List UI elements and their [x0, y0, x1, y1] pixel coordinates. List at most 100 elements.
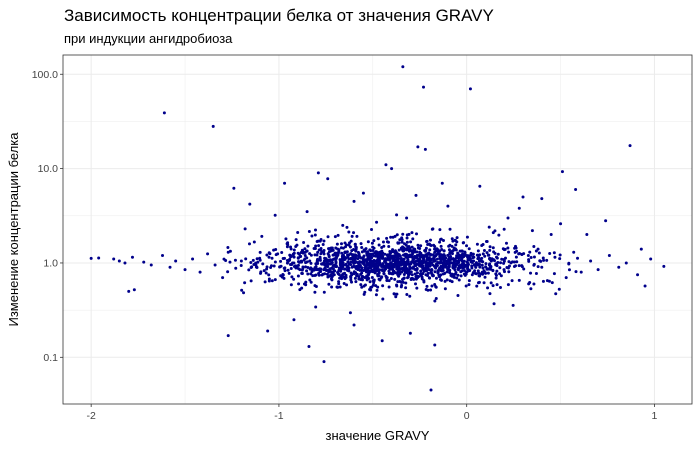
data-point: [317, 248, 321, 252]
data-point: [431, 273, 435, 277]
data-point: [314, 284, 318, 288]
data-point: [270, 279, 274, 283]
data-point: [337, 248, 341, 252]
data-point: [343, 250, 347, 254]
data-point: [384, 274, 388, 278]
data-point: [149, 263, 153, 267]
data-point: [494, 276, 498, 280]
data-point: [375, 264, 379, 268]
data-point: [430, 284, 434, 288]
data-point: [269, 266, 273, 270]
data-point: [382, 271, 386, 275]
data-point: [347, 269, 351, 273]
data-point: [429, 252, 433, 256]
data-point: [262, 269, 266, 273]
data-point: [475, 242, 479, 246]
data-point: [264, 271, 268, 275]
data-point: [374, 268, 378, 272]
data-point: [239, 264, 243, 268]
data-point: [499, 261, 503, 265]
data-point: [424, 246, 428, 250]
data-point: [306, 272, 310, 276]
panel-border: [62, 54, 693, 405]
data-point: [506, 283, 510, 287]
data-point: [351, 260, 355, 264]
data-point: [456, 293, 460, 297]
data-point: [478, 184, 482, 188]
data-point: [574, 188, 578, 192]
data-point: [272, 248, 276, 252]
data-point: [405, 253, 409, 257]
data-point: [399, 280, 403, 284]
data-point: [475, 253, 479, 257]
data-point: [364, 270, 368, 274]
data-point: [337, 268, 341, 272]
data-point: [391, 235, 395, 239]
data-point: [404, 281, 408, 285]
data-point: [297, 267, 301, 271]
data-point: [313, 290, 317, 294]
data-point: [498, 272, 502, 276]
data-point: [255, 257, 259, 261]
data-point: [503, 247, 507, 251]
data-point: [329, 277, 333, 281]
data-point: [387, 285, 391, 289]
data-point: [488, 292, 492, 296]
data-point: [447, 248, 451, 252]
data-point: [463, 250, 467, 254]
data-point: [438, 228, 442, 232]
data-point: [300, 286, 304, 290]
data-point: [464, 284, 468, 288]
data-point: [371, 249, 375, 253]
data-point: [341, 246, 345, 250]
data-point: [469, 253, 473, 257]
data-point: [407, 232, 411, 236]
data-point: [450, 244, 454, 248]
data-point: [365, 264, 369, 268]
data-point: [446, 204, 450, 208]
data-point: [465, 260, 469, 264]
data-point: [357, 275, 361, 279]
x-tick-label: 0: [464, 410, 470, 422]
data-point: [443, 287, 447, 291]
data-point: [168, 265, 172, 269]
data-point: [296, 256, 300, 260]
data-point: [279, 264, 283, 268]
data-point: [347, 266, 351, 270]
data-point: [309, 253, 313, 257]
data-point: [393, 277, 397, 281]
data-point: [267, 255, 271, 259]
data-point: [529, 255, 533, 259]
data-point: [419, 244, 423, 248]
data-point: [489, 258, 493, 262]
data-point: [330, 270, 334, 274]
data-point: [434, 248, 438, 252]
data-point: [242, 291, 246, 295]
data-point: [414, 282, 417, 286]
chart-subtitle: при индукции ангидробиоза: [64, 31, 233, 46]
data-point: [514, 244, 517, 248]
data-point: [342, 275, 346, 279]
data-point: [422, 279, 426, 283]
panel-background: [63, 55, 692, 404]
data-point: [576, 256, 580, 260]
data-point: [388, 262, 392, 266]
data-point: [450, 237, 454, 241]
data-point: [425, 252, 429, 256]
data-point: [532, 262, 536, 266]
data-point: [476, 281, 480, 285]
data-point: [312, 247, 316, 251]
data-point: [414, 275, 418, 279]
data-point: [452, 266, 456, 270]
data-point: [457, 255, 461, 259]
data-point: [438, 240, 442, 244]
data-point: [306, 244, 310, 248]
data-point: [329, 262, 333, 266]
data-point: [395, 213, 399, 217]
data-point: [428, 264, 432, 268]
data-point: [385, 253, 389, 257]
data-point: [512, 260, 516, 264]
data-point: [512, 265, 516, 269]
data-point: [239, 259, 243, 263]
data-point: [296, 231, 300, 235]
